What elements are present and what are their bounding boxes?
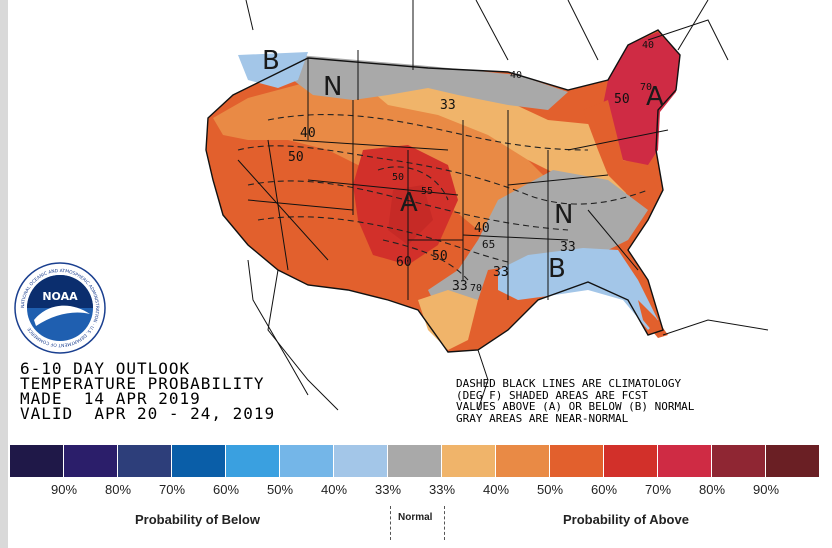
colorbar-segment xyxy=(64,445,118,477)
caption-normal: Normal xyxy=(398,512,433,523)
normal-divider-left xyxy=(390,506,391,540)
colorbar-tick-label: 90% xyxy=(50,482,78,497)
note-line: VALUES ABOVE (A) OR BELOW (B) NORMAL xyxy=(456,400,695,413)
colorbar-tick-label: 70% xyxy=(644,482,672,497)
colorbar-segment xyxy=(118,445,172,477)
caption-probability-below: Probability of Below xyxy=(135,512,260,527)
region-above-florida xyxy=(638,300,668,338)
made-date: MADE 14 APR 2019 xyxy=(20,389,201,408)
contour-label: 50 xyxy=(432,249,448,264)
outlook-title: 6-10 DAY OUTLOOK xyxy=(20,359,191,378)
contour-label: 40 xyxy=(642,40,655,51)
contour-label: 40 xyxy=(300,126,316,141)
contour-label: 50 xyxy=(392,172,405,183)
colorbar-segment xyxy=(442,445,496,477)
normal-divider-right xyxy=(444,506,445,540)
colorbar-segment xyxy=(280,445,334,477)
colorbar-segment xyxy=(550,445,604,477)
left-border xyxy=(0,0,8,548)
colorbar-tick-label: 80% xyxy=(698,482,726,497)
region-normal-north xyxy=(293,55,568,110)
colorbar-tick-label: 60% xyxy=(212,482,240,497)
outlook-subtitle: TEMPERATURE PROBABILITY xyxy=(20,374,265,393)
contour-label: 65 xyxy=(482,238,496,251)
contour-label: 33 xyxy=(493,265,509,280)
region-above-33-south xyxy=(418,290,478,350)
contour-label: 40 xyxy=(474,221,490,236)
contour-label: 50 xyxy=(288,150,304,165)
colorbar-segment xyxy=(712,445,766,477)
label-normal-southeast: N xyxy=(554,200,574,230)
colorbar-segment xyxy=(172,445,226,477)
outlook-title-block: 6-10 DAY OUTLOOK TEMPERATURE PROBABILITY… xyxy=(20,359,276,423)
label-above-east: A xyxy=(646,82,664,112)
colorbar-tick-label: 60% xyxy=(590,482,618,497)
colorbar-tick-label: 40% xyxy=(482,482,510,497)
region-below-nw xyxy=(238,52,308,88)
mexico-outline xyxy=(247,19,769,411)
label-normal-north: N xyxy=(323,72,343,102)
colorbar-ticks: 90% 80% 70% 60% 50% 40% 33% 33% 40% 50% 60% 70% 80% 9… xyxy=(10,482,820,498)
contour-label: 50 xyxy=(614,92,630,107)
colorbar-tick-label: 50% xyxy=(536,482,564,497)
colorbar-tick-label: 90% xyxy=(752,482,780,497)
colorbar-segment xyxy=(658,445,712,477)
colorbar-tick-label: 40% xyxy=(320,482,348,497)
notes-block: DASHED BLACK LINES ARE CLIMATOLOGY (DEG … xyxy=(456,378,694,424)
contour-label: 33 xyxy=(560,240,576,255)
colorbar-segment xyxy=(334,445,388,477)
valid-date: VALID APR 20 - 24, 2019 xyxy=(20,404,276,423)
us-outline xyxy=(205,29,681,353)
contour-label: 33 xyxy=(452,279,468,294)
colorbar-segment xyxy=(10,445,64,477)
contour-label: 60 xyxy=(396,255,412,270)
contour-label: 55 xyxy=(421,186,434,197)
noaa-wordmark: NOAA xyxy=(42,290,78,303)
label-above-central: A xyxy=(400,188,418,218)
colorbar-segment xyxy=(604,445,658,477)
colorbar-tick-label: 33% xyxy=(374,482,402,497)
note-line: GRAY AREAS ARE NEAR-NORMAL xyxy=(456,411,629,425)
region-above-70-ne xyxy=(603,32,680,165)
caption-probability-above: Probability of Above xyxy=(563,512,689,527)
colorbar-tick-label: 70% xyxy=(158,482,186,497)
colorbar-segment xyxy=(388,445,442,477)
note-line: DASHED BLACK LINES ARE CLIMATOLOGY xyxy=(456,377,682,390)
label-below-southeast: B xyxy=(548,254,566,284)
colorbar-tick-label: 33% xyxy=(428,482,456,497)
contour-label: 70 xyxy=(470,283,483,294)
contour-label: 70 xyxy=(640,82,653,93)
noaa-logo: NOAA NATIONAL OCEANIC AND ATMOSPHERIC AD… xyxy=(14,262,106,354)
label-below-northwest: B xyxy=(262,46,280,76)
region-below-southeast xyxy=(498,248,658,330)
probability-colorbar xyxy=(10,445,820,477)
region-above-60-ne xyxy=(583,100,658,195)
colorbar-segment xyxy=(226,445,280,477)
colorbar-segment xyxy=(766,445,820,477)
us-temperature-map xyxy=(8,0,832,440)
colorbar-tick-label: 50% xyxy=(266,482,294,497)
colorbar-segment xyxy=(496,445,550,477)
contour-label: 33 xyxy=(440,98,456,113)
note-line: (DEG F) SHADED AREAS ARE FCST xyxy=(456,388,649,402)
colorbar-tick-label: 80% xyxy=(104,482,132,497)
contour-label: 40 xyxy=(510,70,523,81)
